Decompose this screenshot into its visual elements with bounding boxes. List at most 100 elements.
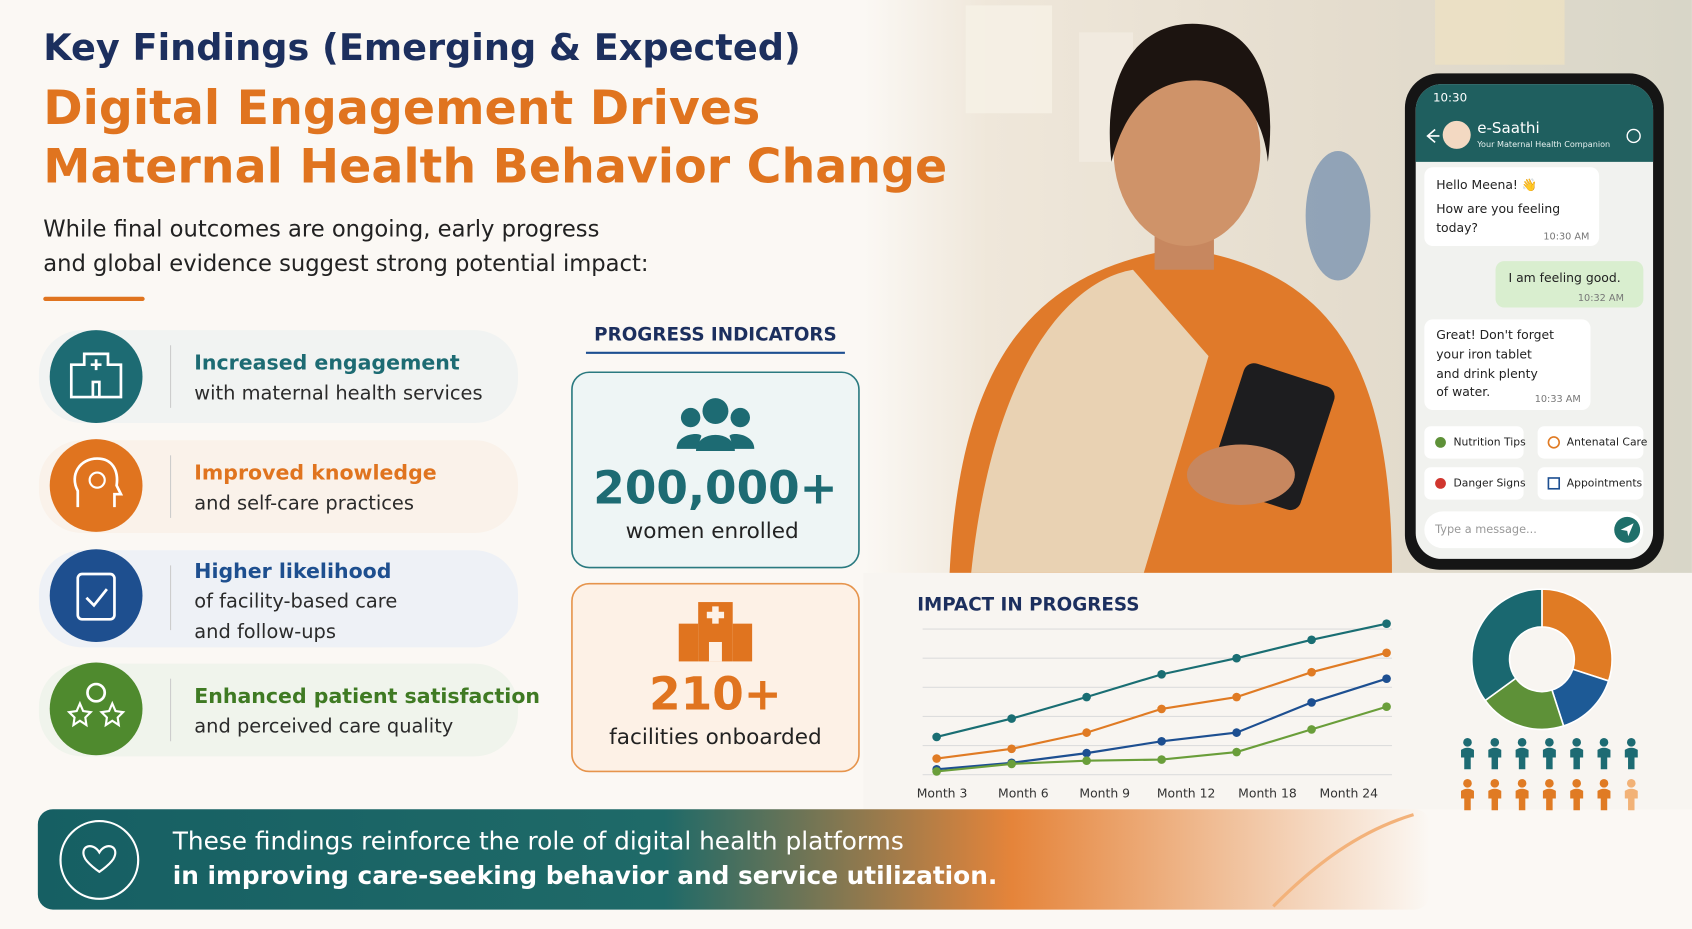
person-head bbox=[1490, 779, 1500, 788]
chat-text: Hello Meena! 👋 bbox=[1436, 177, 1537, 193]
leaf-decoration bbox=[1272, 813, 1415, 908]
finding-text: with maternal health services bbox=[194, 381, 482, 404]
person-body bbox=[1597, 788, 1611, 811]
data-point bbox=[1382, 702, 1391, 712]
finding-icon bbox=[49, 662, 143, 756]
finding-title: Higher likelihood bbox=[194, 559, 391, 583]
app-tagline: Your Maternal Health Companion bbox=[1476, 139, 1610, 149]
finding-text: and self-care practices bbox=[194, 491, 414, 514]
person-head bbox=[1572, 738, 1581, 747]
finding-title: Improved knowledge bbox=[194, 461, 436, 485]
person-body bbox=[1597, 747, 1611, 770]
person-head bbox=[1517, 779, 1527, 788]
quick-reply-icon bbox=[1547, 436, 1561, 449]
avatar bbox=[1442, 120, 1471, 149]
person-body bbox=[1515, 788, 1529, 811]
data-point bbox=[1157, 755, 1166, 764]
data-point bbox=[932, 732, 941, 742]
quick-reply[interactable] bbox=[1424, 467, 1524, 500]
person-icon bbox=[86, 682, 107, 703]
indicator-card bbox=[571, 371, 860, 569]
chat-text: today? bbox=[1436, 220, 1478, 235]
person-head bbox=[1545, 738, 1554, 747]
person-body bbox=[1542, 747, 1556, 770]
finding-row bbox=[38, 550, 518, 648]
quick-reply-label: Nutrition Tips bbox=[1453, 435, 1526, 448]
data-point bbox=[1007, 759, 1016, 769]
chat-text: your iron tablet bbox=[1436, 346, 1532, 361]
app-name: e-Saathi bbox=[1477, 119, 1539, 137]
chat-time: 10:32 AM bbox=[1578, 293, 1624, 304]
quick-reply[interactable] bbox=[1537, 467, 1644, 500]
chat-text: Great! Don't forget bbox=[1436, 327, 1554, 342]
footer-text: in improving care-seeking behavior and s… bbox=[173, 861, 998, 890]
data-point bbox=[1007, 714, 1016, 723]
quick-reply[interactable] bbox=[1424, 426, 1524, 459]
x-tick-label: Month 3 bbox=[917, 786, 968, 801]
footer-icon-ring bbox=[59, 820, 140, 900]
indicator-card bbox=[571, 582, 860, 773]
person-head bbox=[1463, 738, 1472, 747]
head-icon bbox=[73, 457, 124, 508]
chat-text: and drink plenty bbox=[1436, 366, 1538, 381]
indicator-value: 210+ bbox=[649, 668, 782, 721]
person-head bbox=[1545, 779, 1554, 788]
person-body bbox=[1570, 788, 1584, 811]
x-tick-label: Month 9 bbox=[1079, 786, 1130, 801]
people-icons bbox=[1461, 738, 1638, 811]
quick-reply-icon bbox=[1435, 436, 1446, 448]
intro: and global evidence suggest strong poten… bbox=[43, 251, 648, 277]
footer-text: These findings reinforce the role of dig… bbox=[172, 827, 904, 856]
quick-reply-icon bbox=[1435, 477, 1446, 489]
grid bbox=[922, 628, 1392, 776]
data-point bbox=[1007, 744, 1016, 754]
facility-icon bbox=[678, 602, 753, 662]
phone: 10:30 e-Saathi Your Maternal Health Comp… bbox=[1404, 73, 1664, 570]
quick-reply-label: Danger Signs bbox=[1453, 476, 1525, 489]
title: Maternal Health Behavior Change bbox=[43, 139, 947, 194]
quick-reply[interactable] bbox=[1537, 426, 1644, 459]
indicator-label: facilities onboarded bbox=[609, 725, 822, 750]
chat-text: How are you feeling bbox=[1436, 201, 1560, 216]
intro: While final outcomes are ongoing, early … bbox=[43, 216, 599, 242]
title: Digital Engagement Drives bbox=[43, 81, 760, 136]
section-title: PROGRESS INDICATORS bbox=[594, 325, 837, 346]
x-tick-label: Month 18 bbox=[1238, 786, 1297, 801]
finding: Improved knowledge and self-care practic… bbox=[38, 439, 518, 534]
person-head bbox=[1599, 779, 1609, 788]
finding-row bbox=[38, 330, 518, 423]
data-point bbox=[1157, 670, 1166, 679]
person-body bbox=[1624, 747, 1638, 770]
bulb-icon bbox=[88, 471, 106, 489]
heart-icon bbox=[82, 845, 117, 874]
chat-time: 10:33 AM bbox=[1535, 394, 1581, 405]
data-point bbox=[1082, 748, 1091, 758]
input-placeholder: Type a message... bbox=[1434, 522, 1537, 536]
data-point bbox=[1232, 692, 1241, 702]
people-icon bbox=[676, 398, 755, 452]
eyebrow: Key Findings (Emerging & Expected) bbox=[43, 26, 800, 69]
data-point bbox=[1232, 728, 1241, 737]
woman bbox=[949, 23, 1392, 573]
data-point bbox=[1307, 698, 1316, 707]
quick-reply-label: Antenatal Care bbox=[1567, 435, 1648, 448]
person-head bbox=[1463, 779, 1472, 788]
poster bbox=[965, 5, 1053, 114]
data-point bbox=[1082, 692, 1091, 702]
background-person bbox=[1305, 151, 1371, 281]
finding-row bbox=[38, 663, 518, 757]
chat-bubble bbox=[1424, 167, 1600, 247]
person-head bbox=[1572, 779, 1581, 788]
chat-bubble bbox=[1495, 261, 1644, 308]
status-time: 10:30 bbox=[1433, 91, 1467, 105]
send-icon bbox=[1620, 523, 1634, 537]
person-head bbox=[1626, 738, 1636, 747]
chat-bubble bbox=[1424, 319, 1591, 411]
data-point bbox=[932, 754, 941, 763]
x-tick-label: Month 6 bbox=[998, 786, 1049, 801]
x-tick-label: Month 12 bbox=[1157, 786, 1216, 801]
message-input[interactable] bbox=[1424, 511, 1644, 549]
finding-text: and follow-ups bbox=[194, 620, 336, 643]
person-body bbox=[1515, 747, 1529, 770]
